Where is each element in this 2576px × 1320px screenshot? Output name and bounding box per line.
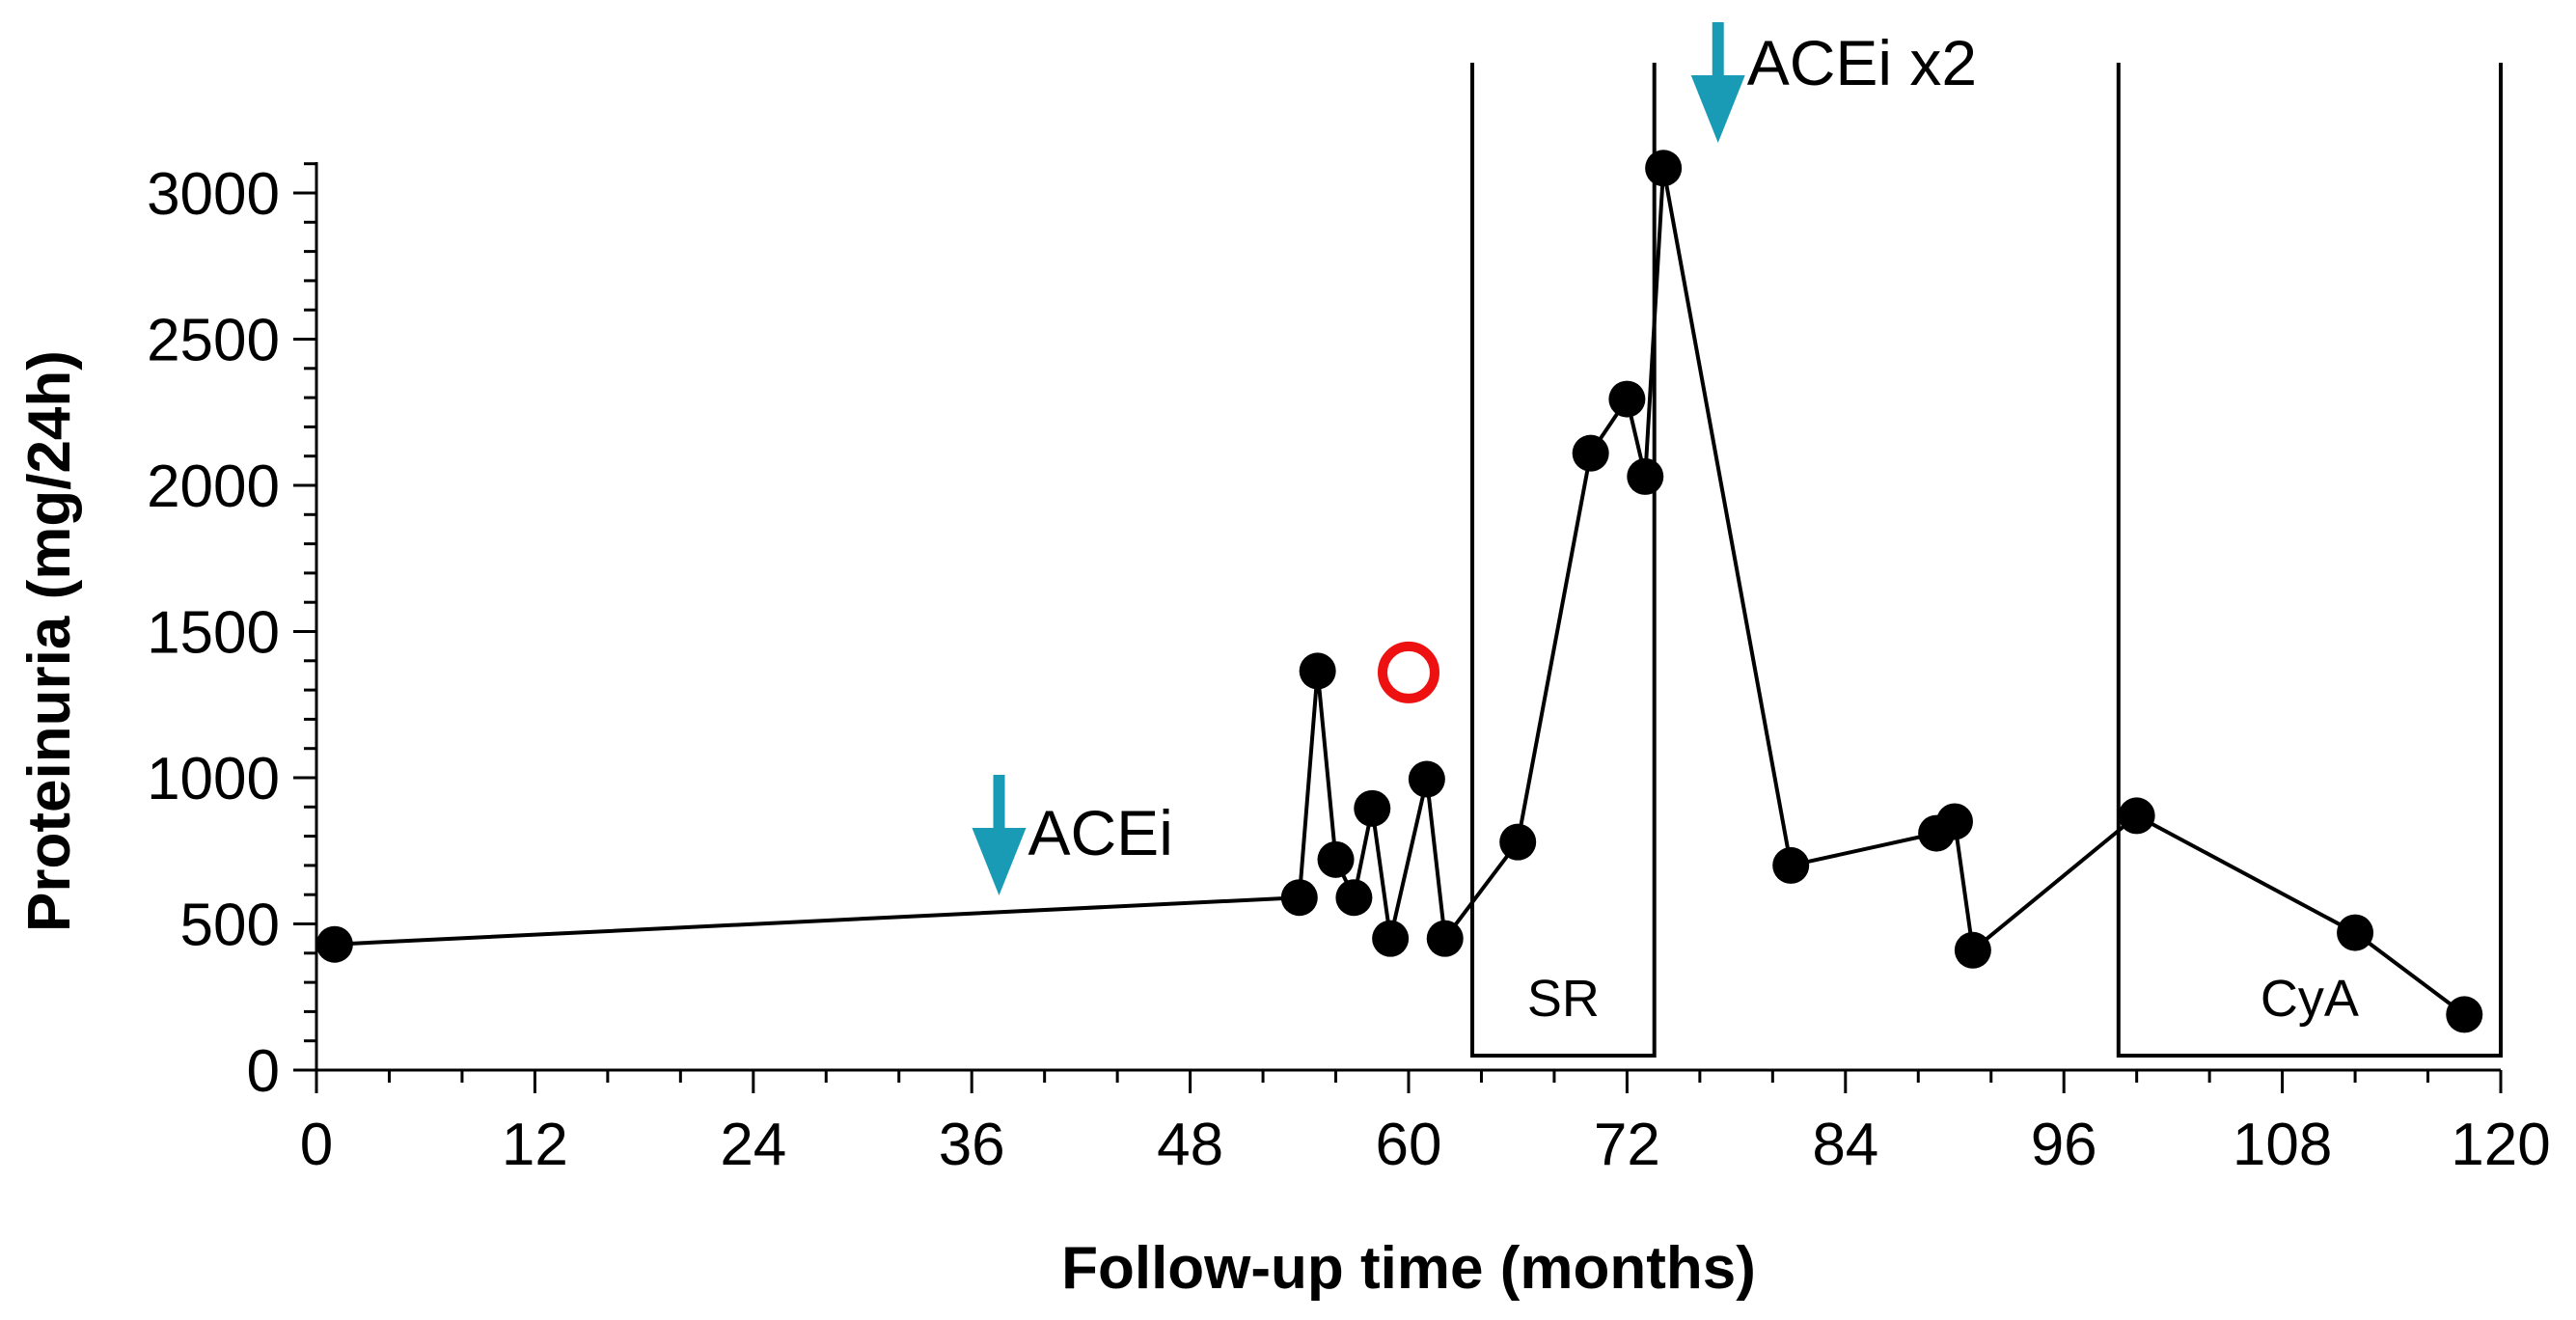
period-label-sr: SR (1527, 970, 1600, 1028)
x-tick-label: 72 (1594, 1112, 1660, 1178)
data-point (1645, 150, 1683, 187)
annotations: ACEi ACEi x2 (972, 22, 1977, 895)
x-tick-label: 120 (2451, 1112, 2550, 1178)
data-point (1499, 823, 1537, 861)
data-point (2446, 996, 2483, 1033)
data-point (1317, 840, 1355, 878)
data-point (1572, 434, 1609, 472)
y-tick-label: 2000 (147, 454, 280, 520)
y-axis-title: Proteinuria (mg/24h) (16, 350, 83, 932)
annotation-label: ACEi x2 (1747, 27, 1977, 98)
data-point (1608, 380, 1646, 418)
treatment-periods: SR CyA (1470, 63, 2503, 1058)
series-line (334, 167, 2466, 1017)
period-box-sr (1470, 63, 1657, 1058)
y-tick-label: 3000 (147, 161, 280, 228)
arrow-shaft (1712, 22, 1724, 80)
data-point (1335, 879, 1373, 917)
y-tick-label: 2500 (147, 308, 280, 374)
data-point (1627, 457, 1664, 495)
arrow-shaft (993, 775, 1005, 833)
x-tick-label: 108 (2233, 1112, 2332, 1178)
x-tick-label: 36 (939, 1112, 1005, 1178)
period-label-cya: CyA (2261, 970, 2359, 1028)
y-tick-label: 1000 (147, 746, 280, 812)
data-point (1354, 789, 1391, 827)
data-series (315, 150, 2483, 1033)
annotation-acei: ACEi (972, 775, 1173, 895)
x-tick-label: 96 (2031, 1112, 2097, 1178)
x-tick-label: 0 (300, 1112, 333, 1178)
y-tick-label: 1500 (147, 600, 280, 667)
outlier-point (1378, 641, 1439, 703)
data-point (1936, 803, 1973, 840)
y-tick-label: 500 (180, 893, 280, 959)
data-point (1280, 879, 1318, 917)
data-point (315, 925, 353, 963)
axes (315, 162, 2501, 1072)
axis-ticks: 0 12 24 36 48 60 72 84 96 108 120 0 500 1000 1500 2000 2… (147, 161, 2551, 1178)
data-point (1372, 920, 1410, 957)
x-tick-label: 12 (502, 1112, 568, 1178)
data-point (1408, 760, 1445, 798)
data-point (2118, 797, 2155, 835)
data-point (1772, 846, 1810, 884)
arrow-down-icon (1690, 75, 1745, 143)
data-point (1954, 931, 1991, 969)
annotation-label: ACEi (1028, 797, 1173, 868)
period-box-cya (2116, 63, 2503, 1058)
annotation-acei-x2: ACEi x2 (1690, 22, 1977, 143)
data-point (1299, 652, 1336, 690)
arrow-down-icon (972, 828, 1027, 895)
x-tick-label: 24 (720, 1112, 786, 1178)
x-tick-label: 84 (1812, 1112, 1878, 1178)
data-point (1426, 920, 1464, 957)
x-tick-label: 48 (1157, 1112, 1223, 1178)
y-tick-label: 0 (247, 1038, 280, 1105)
x-axis-title: Follow-up time (months) (1061, 1235, 1756, 1302)
data-point (2337, 914, 2374, 951)
x-tick-label: 60 (1376, 1112, 1442, 1178)
